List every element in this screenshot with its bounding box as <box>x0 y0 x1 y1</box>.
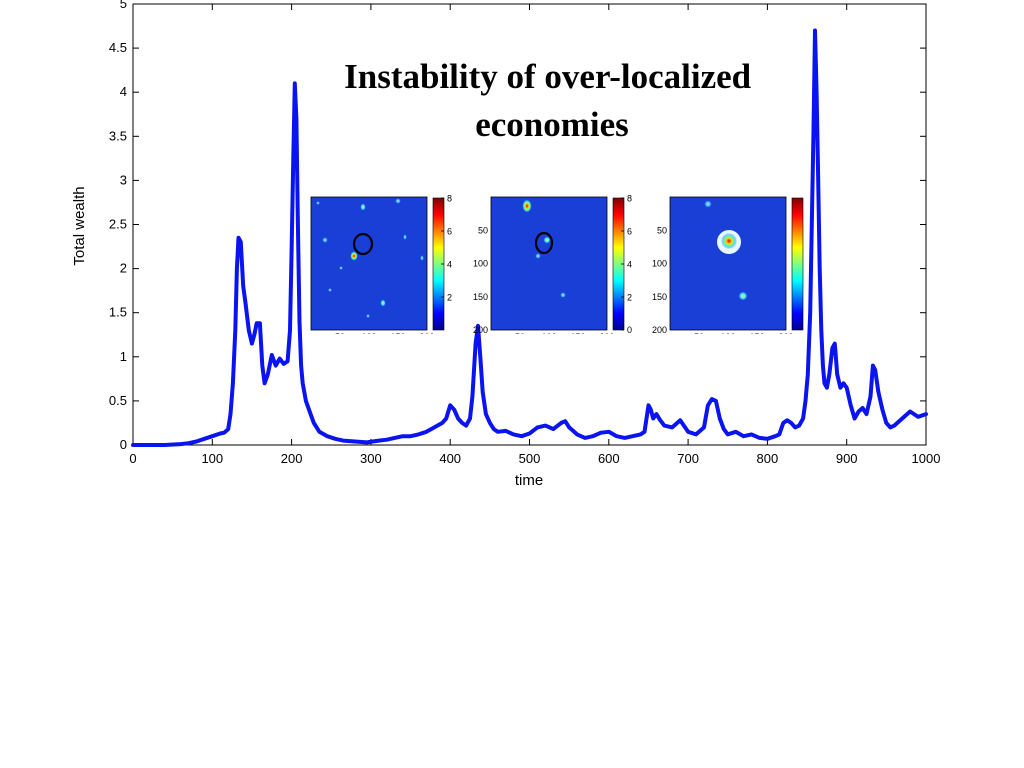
x-tick-label: 900 <box>836 451 858 466</box>
inset-y-tick-label: 150 <box>473 292 488 302</box>
inset-2-y-ticks: 50 100 150 200 <box>473 225 488 335</box>
inset-2-spot <box>535 253 541 259</box>
x-tick-label: 500 <box>519 451 541 466</box>
inset-1-hotspot <box>350 251 358 261</box>
inset-panel-2: 8 6 4 2 0 50 100 150 200 50 100 150 200 <box>473 194 632 342</box>
inset-3-heatmap <box>669 196 787 331</box>
colorbar-tick-label: 2 <box>627 293 632 303</box>
inset-y-tick-label: 100 <box>652 259 667 269</box>
y-tick-label: 1.5 <box>109 305 127 320</box>
inset-x-tick-label: 200 <box>419 332 434 342</box>
inset-2-marker-circle <box>534 231 554 255</box>
inset-1-spot <box>316 201 320 205</box>
colorbar-tick-label: 6 <box>627 227 632 237</box>
y-tick-label: 4.5 <box>109 40 127 55</box>
inset-2-spot <box>543 236 551 244</box>
inset-panel-1: 8 6 4 2 50 100 150 200 <box>310 194 452 342</box>
y-tick-label: 2.5 <box>109 217 127 232</box>
x-tick-label: 600 <box>598 451 620 466</box>
x-tick-label: 300 <box>360 451 382 466</box>
x-tick-label: 800 <box>757 451 779 466</box>
inset-1-marker-circle <box>352 232 374 256</box>
colorbar-tick-label: 8 <box>447 194 452 204</box>
inset-y-tick-label: 200 <box>473 325 488 335</box>
x-tick-label: 1000 <box>912 451 941 466</box>
inset-y-tick-label: 200 <box>652 325 667 335</box>
series-group <box>131 28 928 447</box>
colorbar-tick-label: 8 <box>627 194 632 204</box>
inset-1-spot <box>420 255 424 261</box>
inset-1-spot <box>380 299 386 307</box>
x-tick-label: 700 <box>677 451 699 466</box>
y-tick-label: 3 <box>120 172 127 187</box>
inset-x-tick-label: 100 <box>361 332 376 342</box>
inset-3-spot <box>704 200 712 208</box>
y-tick-label: 4 <box>120 84 127 99</box>
x-tick-label: 200 <box>281 451 303 466</box>
y-axis-label: Total wealth <box>71 186 88 265</box>
colorbar-tick-label: 4 <box>627 260 632 270</box>
inset-x-tick-label: 50 <box>515 332 525 342</box>
chart-title-line-1: Instability of over-localized <box>344 57 752 96</box>
inset-1-spot <box>403 234 407 240</box>
inset-1-spot <box>322 237 328 243</box>
inset-1-spot <box>339 266 343 270</box>
inset-2-x-ticks: 50 100 150 200 <box>515 332 615 342</box>
series-line-1 <box>131 28 928 447</box>
inset-2-heatmap <box>490 196 608 331</box>
inset-1-x-ticks: 50 100 150 200 <box>335 332 435 342</box>
inset-panel-3: 50 100 150 200 50 100 150 200 <box>652 196 804 342</box>
inset-y-tick-label: 100 <box>473 259 488 269</box>
inset-2-colorbar-ticks: 8 6 4 2 0 <box>621 194 632 335</box>
inset-y-tick-label: 50 <box>478 225 488 235</box>
inset-x-tick-label: 50 <box>335 332 345 342</box>
inset-1-spot <box>328 288 332 292</box>
y-tick-label: 5 <box>120 0 127 11</box>
x-tick-label: 400 <box>439 451 461 466</box>
inset-3-spot <box>738 291 748 301</box>
inset-3-y-ticks: 50 100 150 200 <box>652 225 667 335</box>
y-tick-label: 2 <box>120 261 127 276</box>
inset-x-tick-label: 150 <box>749 332 764 342</box>
inset-3-colorbar <box>791 197 804 331</box>
y-tick-label: 0 <box>120 437 127 452</box>
inset-1-heatmap <box>310 196 428 331</box>
inset-y-tick-label: 150 <box>652 292 667 302</box>
inset-2-spot <box>560 292 566 298</box>
x-tick-label: 0 <box>129 451 136 466</box>
inset-x-tick-label: 50 <box>694 332 704 342</box>
y-tick-label: 0.5 <box>109 393 127 408</box>
inset-x-tick-label: 150 <box>570 332 585 342</box>
colorbar-tick-label: 6 <box>447 227 452 237</box>
inset-3-hotspot <box>721 233 737 249</box>
inset-x-tick-label: 150 <box>390 332 405 342</box>
chart-title-line-2: economies <box>475 105 629 144</box>
x-axis-label: time <box>515 472 543 489</box>
y-tick-label: 1 <box>120 349 127 364</box>
inset-2-hotspot <box>522 199 532 213</box>
y-tick-label: 3.5 <box>109 128 127 143</box>
inset-y-tick-label: 50 <box>657 225 667 235</box>
inset-1-spot <box>366 314 370 318</box>
chart-title: Instability of over-localized economies <box>344 57 760 144</box>
x-tick-label: 100 <box>201 451 223 466</box>
inset-1-spot <box>395 198 401 204</box>
colorbar-tick-label: 4 <box>447 260 452 270</box>
colorbar-tick-label: 0 <box>627 325 632 335</box>
inset-x-tick-label: 100 <box>720 332 735 342</box>
axis-ticks: 0 100 200 300 400 500 600 700 800 900 100000.511.5… <box>109 0 941 466</box>
inset-1-colorbar-ticks: 8 6 4 2 <box>441 194 452 303</box>
inset-3-x-ticks: 50 100 150 200 <box>694 332 794 342</box>
inset-x-tick-label: 200 <box>778 332 793 342</box>
inset-x-tick-label: 100 <box>541 332 556 342</box>
colorbar-tick-label: 2 <box>447 293 452 303</box>
inset-x-tick-label: 200 <box>599 332 614 342</box>
inset-1-spot <box>360 203 366 211</box>
